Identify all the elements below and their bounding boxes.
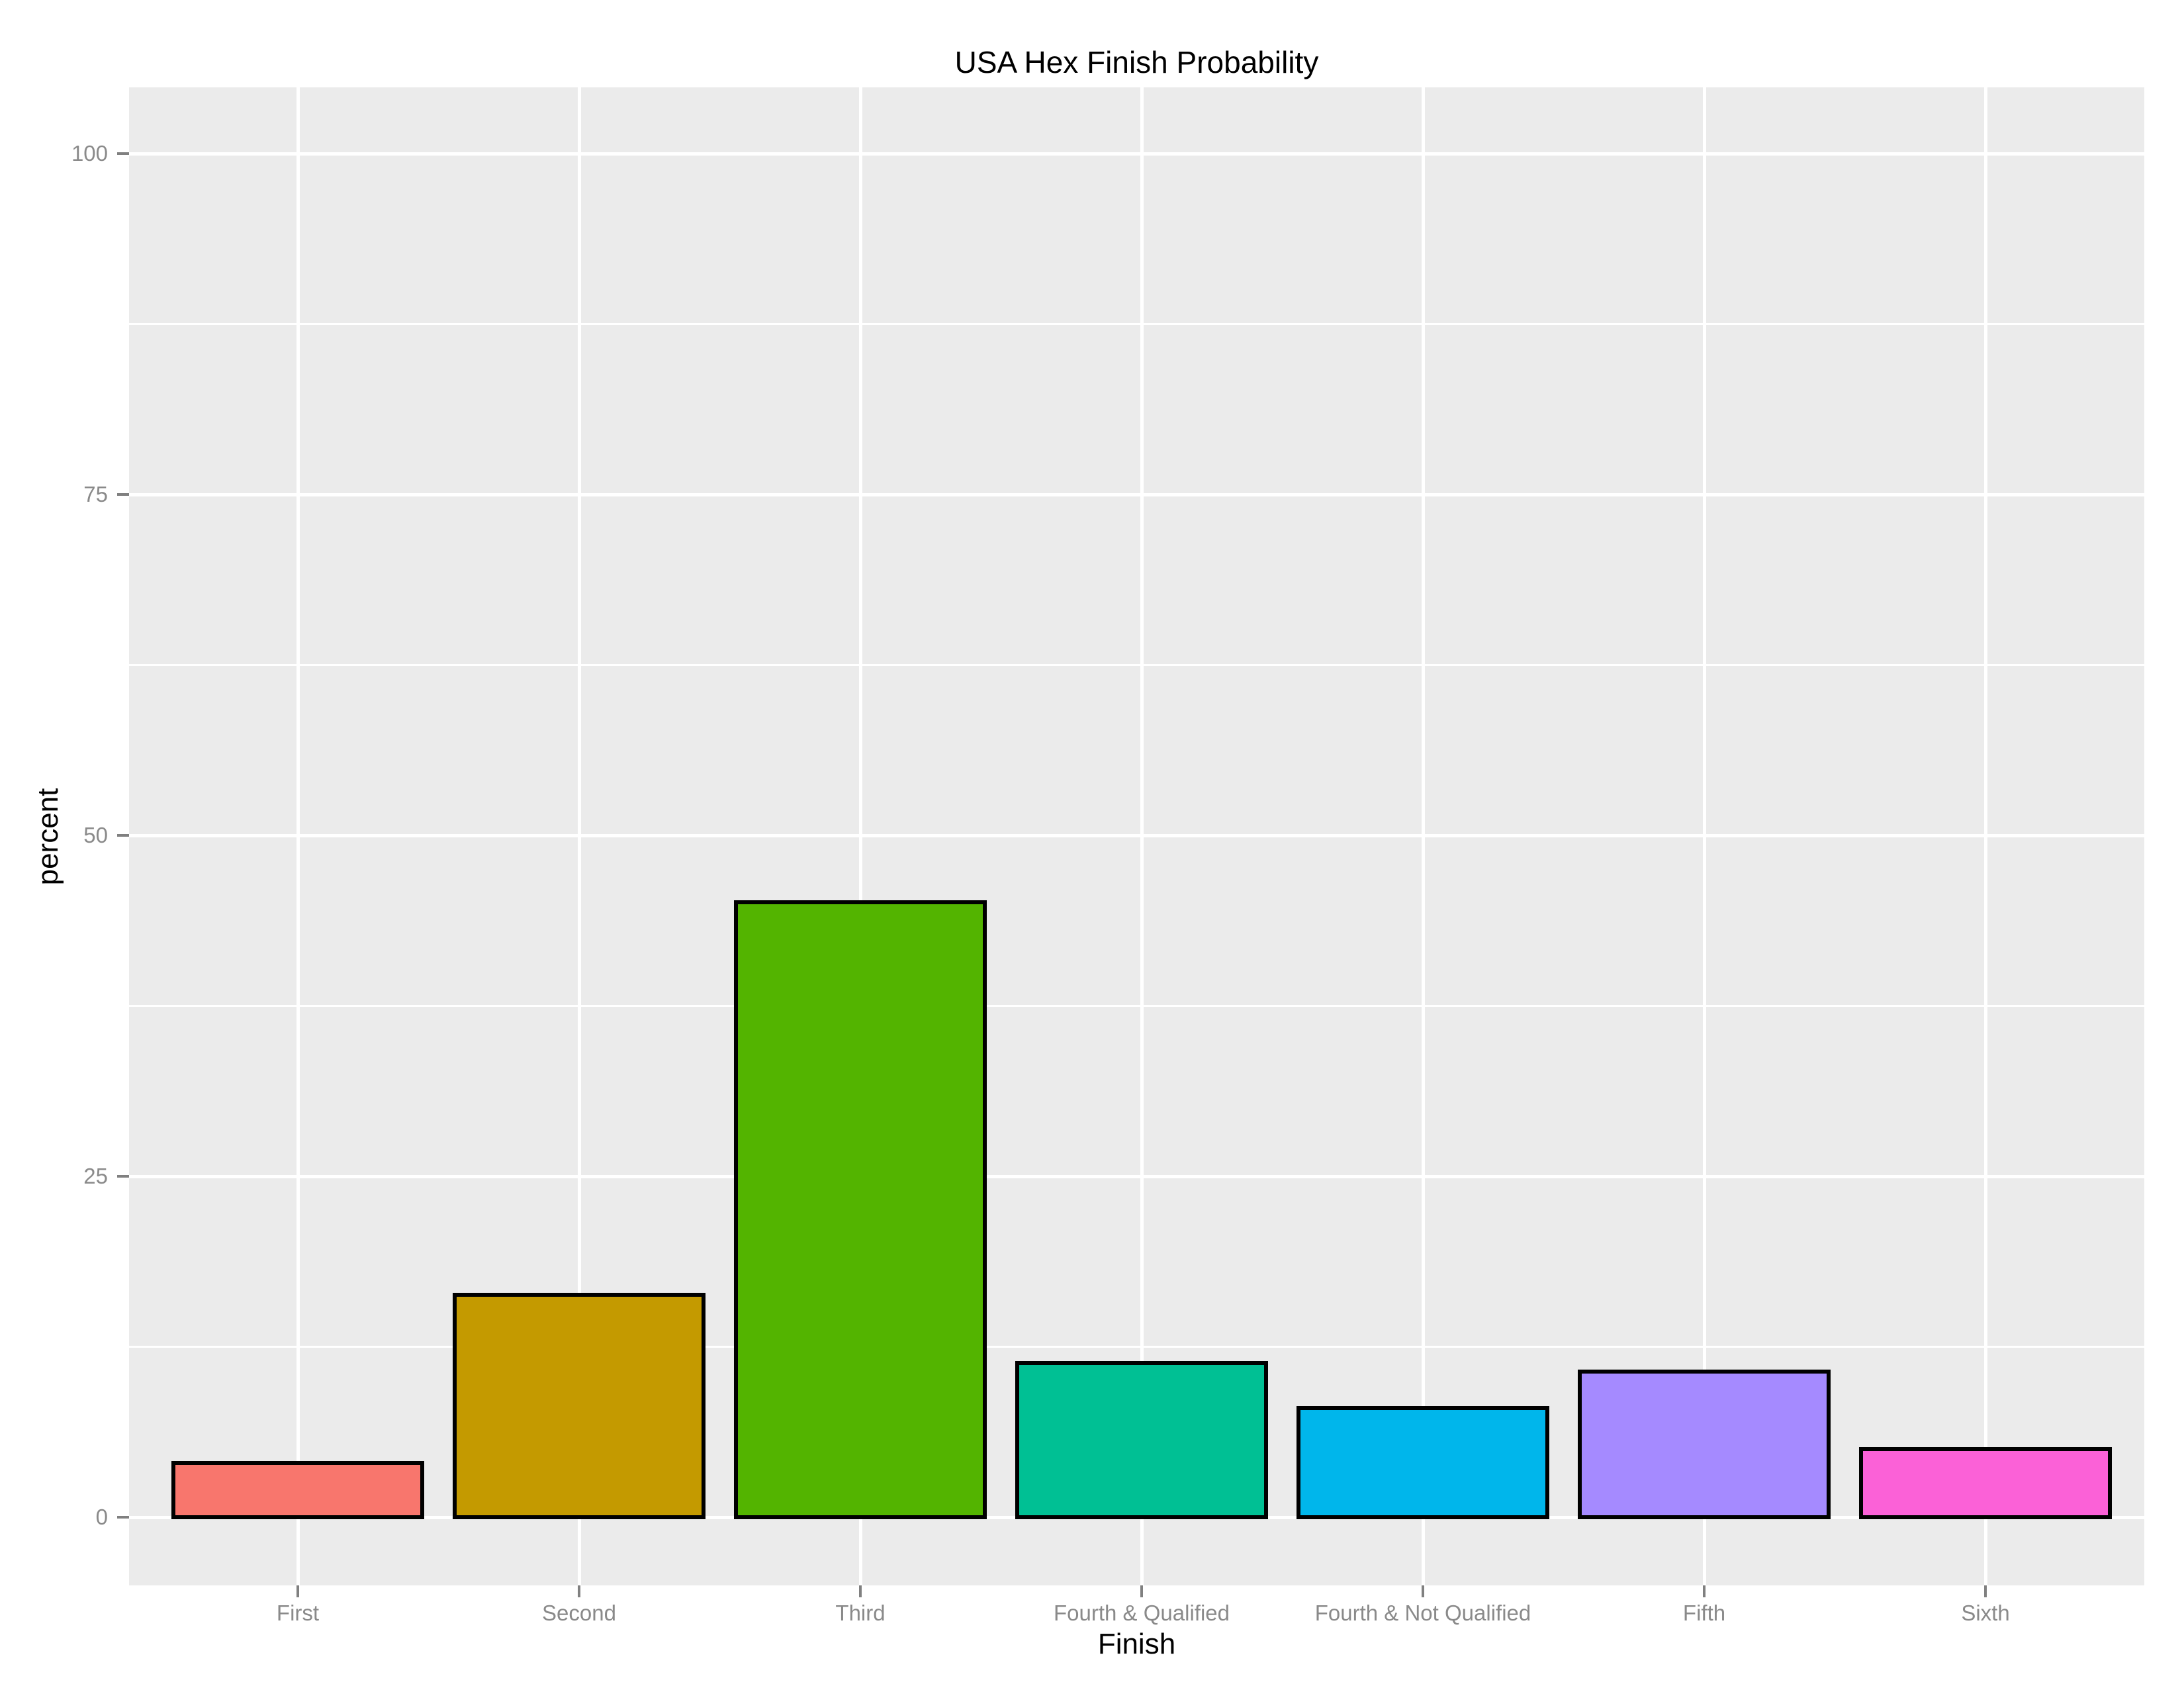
x-tick-label-first: First bbox=[276, 1601, 320, 1625]
x-tick-first bbox=[296, 1585, 299, 1597]
x-tick-fourth-qualified bbox=[1140, 1585, 1143, 1597]
chart-title: USA Hex Finish Probability bbox=[954, 45, 1319, 79]
bar-fourth-qualified bbox=[1015, 1361, 1268, 1519]
gridline-x-second bbox=[577, 87, 581, 1585]
y-tick-25 bbox=[117, 1175, 129, 1178]
x-tick-label-fifth: Fifth bbox=[1682, 1601, 1726, 1625]
bar-fifth bbox=[1578, 1370, 1831, 1519]
x-tick-label-sixth: Sixth bbox=[1961, 1601, 2010, 1625]
y-tick-label-25: 25 bbox=[83, 1164, 108, 1188]
x-tick-second bbox=[578, 1585, 580, 1597]
gridline-y-major-25 bbox=[129, 1174, 2144, 1178]
bar-third bbox=[734, 900, 987, 1519]
y-tick-100 bbox=[117, 152, 129, 155]
gridline-x-fourth-qualified bbox=[1140, 87, 1144, 1585]
gridline-y-minor-37.5 bbox=[129, 1005, 2144, 1007]
plot-panel bbox=[129, 87, 2144, 1585]
y-axis-title: percent bbox=[32, 788, 64, 886]
x-tick-label-third: Third bbox=[835, 1601, 886, 1625]
gridline-y-minor-62.5 bbox=[129, 664, 2144, 666]
y-tick-label-50: 50 bbox=[83, 823, 108, 847]
y-tick-0 bbox=[117, 1516, 129, 1519]
y-tick-label-75: 75 bbox=[83, 482, 108, 506]
x-tick-sixth bbox=[1984, 1585, 1987, 1597]
y-tick-label-100: 100 bbox=[71, 141, 108, 165]
gridline-x-first bbox=[296, 87, 300, 1585]
x-tick-label-second: Second bbox=[542, 1601, 616, 1625]
bar-sixth bbox=[1859, 1447, 2112, 1519]
x-axis-title: Finish bbox=[1097, 1628, 1176, 1660]
gridline-y-major-50 bbox=[129, 833, 2144, 837]
y-tick-50 bbox=[117, 834, 129, 837]
gridline-x-fourth-not-qualified bbox=[1421, 87, 1425, 1585]
gridline-y-major-75 bbox=[129, 492, 2144, 496]
gridline-x-fifth bbox=[1702, 87, 1706, 1585]
x-tick-fifth bbox=[1703, 1585, 1706, 1597]
gridline-y-major-100 bbox=[129, 152, 2144, 156]
bar-first bbox=[171, 1461, 424, 1519]
gridline-x-sixth bbox=[1983, 87, 1987, 1585]
x-tick-label-fourth-not-qualified: Fourth & Not Qualified bbox=[1314, 1601, 1531, 1625]
gridline-y-minor-87.5 bbox=[129, 323, 2144, 325]
gridline-x-third bbox=[858, 87, 862, 1585]
gridline-y-minor-12.5 bbox=[129, 1346, 2144, 1348]
x-tick-label-fourth-qualified: Fourth & Qualified bbox=[1054, 1601, 1230, 1625]
x-tick-fourth-not-qualified bbox=[1422, 1585, 1424, 1597]
x-tick-third bbox=[859, 1585, 862, 1597]
bar-second bbox=[453, 1293, 705, 1519]
y-tick-label-0: 0 bbox=[95, 1505, 108, 1529]
bar-fourth-not-qualified bbox=[1297, 1406, 1549, 1519]
y-tick-75 bbox=[117, 493, 129, 496]
